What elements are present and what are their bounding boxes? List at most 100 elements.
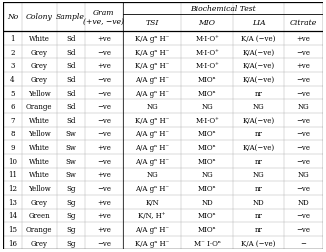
Text: White: White — [29, 157, 50, 165]
Text: M·I·O⁺: M·I·O⁺ — [195, 48, 219, 56]
Text: Grey: Grey — [31, 239, 48, 247]
Text: Sample: Sample — [56, 13, 85, 21]
Text: ND: ND — [298, 198, 309, 206]
Text: M·I·O⁺: M·I·O⁺ — [195, 116, 219, 124]
Text: 14: 14 — [8, 211, 17, 219]
Text: Sg: Sg — [66, 225, 75, 233]
Text: LIA: LIA — [252, 19, 265, 27]
Text: K/A gⁿ H⁻: K/A gⁿ H⁻ — [135, 48, 170, 56]
Text: −ve: −ve — [97, 239, 111, 247]
Text: K/N: K/N — [145, 198, 159, 206]
Text: A/A gⁿ H⁻: A/A gⁿ H⁻ — [135, 144, 169, 151]
Text: Grey: Grey — [31, 76, 48, 84]
Text: A/A gⁿ H⁻: A/A gⁿ H⁻ — [135, 225, 169, 233]
Text: NG: NG — [253, 171, 264, 179]
Text: Grey: Grey — [31, 62, 48, 70]
Text: K/A gⁿ H⁻: K/A gⁿ H⁻ — [135, 62, 170, 70]
Text: 16: 16 — [8, 239, 17, 247]
Text: nr: nr — [255, 225, 263, 233]
Text: MIO: MIO — [199, 19, 215, 27]
Text: +ve: +ve — [97, 211, 111, 219]
Text: Yellow: Yellow — [28, 184, 51, 192]
Text: 6: 6 — [10, 103, 15, 111]
Text: Sw: Sw — [65, 130, 76, 138]
Text: Citrate: Citrate — [290, 19, 317, 27]
Text: 15: 15 — [8, 225, 17, 233]
Text: NG: NG — [201, 171, 213, 179]
Text: +ve: +ve — [97, 198, 111, 206]
Text: Sd: Sd — [66, 76, 75, 84]
Text: Gram
(+ve, −ve): Gram (+ve, −ve) — [83, 9, 125, 26]
Text: MIOⁿ: MIOⁿ — [198, 89, 216, 97]
Text: −ve: −ve — [297, 184, 311, 192]
Text: MIOⁿ: MIOⁿ — [198, 157, 216, 165]
Text: Sg: Sg — [66, 184, 75, 192]
Text: −ve: −ve — [97, 116, 111, 124]
Text: Sd: Sd — [66, 89, 75, 97]
Text: M⁻ I·Oⁿ: M⁻ I·Oⁿ — [194, 239, 220, 247]
Text: −ve: −ve — [97, 103, 111, 111]
Text: 7: 7 — [10, 116, 15, 124]
Text: −ve: −ve — [297, 76, 311, 84]
Text: A/A gⁿ H⁻: A/A gⁿ H⁻ — [135, 89, 169, 97]
Text: 10: 10 — [8, 157, 17, 165]
Text: M·I·O⁺: M·I·O⁺ — [195, 35, 219, 43]
Text: +ve: +ve — [97, 225, 111, 233]
Text: MIOⁿ: MIOⁿ — [198, 184, 216, 192]
Text: A/A gⁿ H⁻: A/A gⁿ H⁻ — [135, 184, 169, 192]
Text: nr: nr — [255, 157, 263, 165]
Text: nr: nr — [255, 211, 263, 219]
Text: ND: ND — [253, 198, 264, 206]
Text: NG: NG — [298, 171, 309, 179]
Text: Biochemical Test: Biochemical Test — [190, 5, 256, 13]
Text: K/A (−ve): K/A (−ve) — [242, 239, 276, 247]
Text: NG: NG — [146, 171, 158, 179]
Text: Yellow: Yellow — [28, 130, 51, 138]
Text: Sw: Sw — [65, 157, 76, 165]
Text: MIOⁿ: MIOⁿ — [198, 225, 216, 233]
Text: A/A gⁿ H⁻: A/A gⁿ H⁻ — [135, 157, 169, 165]
Text: 4: 4 — [10, 76, 15, 84]
Text: Colony: Colony — [26, 13, 52, 21]
Text: Sd: Sd — [66, 48, 75, 56]
Text: +ve: +ve — [97, 144, 111, 151]
Text: Sg: Sg — [66, 211, 75, 219]
Text: K/A (−ve): K/A (−ve) — [242, 35, 276, 43]
Text: −ve: −ve — [297, 157, 311, 165]
Text: +ve: +ve — [97, 171, 111, 179]
Text: K/A(−ve): K/A(−ve) — [243, 62, 275, 70]
Text: Green: Green — [28, 211, 50, 219]
Text: Grey: Grey — [31, 198, 48, 206]
Text: NG: NG — [253, 103, 264, 111]
Text: −ve: −ve — [97, 157, 111, 165]
Text: −ve: −ve — [297, 144, 311, 151]
Text: 12: 12 — [8, 184, 17, 192]
Text: MIOⁿ: MIOⁿ — [198, 144, 216, 151]
Text: 5: 5 — [10, 89, 15, 97]
Text: −: − — [301, 239, 306, 247]
Text: MIOⁿ: MIOⁿ — [198, 211, 216, 219]
Text: Sd: Sd — [66, 103, 75, 111]
Text: −ve: −ve — [97, 184, 111, 192]
Text: TSI: TSI — [145, 19, 159, 27]
Text: Sd: Sd — [66, 62, 75, 70]
Text: −ve: −ve — [297, 89, 311, 97]
Text: −ve: −ve — [97, 48, 111, 56]
Text: K/A(−ve): K/A(−ve) — [243, 48, 275, 56]
Text: M·I·O⁺: M·I·O⁺ — [195, 62, 219, 70]
Text: White: White — [29, 144, 50, 151]
Text: +ve: +ve — [97, 62, 111, 70]
Text: 13: 13 — [8, 198, 17, 206]
Text: −ve: −ve — [297, 130, 311, 138]
Text: Sd: Sd — [66, 116, 75, 124]
Text: 1: 1 — [10, 35, 15, 43]
Text: A/A gⁿ H⁻: A/A gⁿ H⁻ — [135, 130, 169, 138]
Text: Yellow: Yellow — [28, 89, 51, 97]
Text: K/A gⁿ H⁻: K/A gⁿ H⁻ — [135, 239, 170, 247]
Text: A/A gⁿ H⁻: A/A gⁿ H⁻ — [135, 76, 169, 84]
Text: +ve: +ve — [97, 35, 111, 43]
Text: −ve: −ve — [297, 225, 311, 233]
Text: K/A(−ve): K/A(−ve) — [243, 116, 275, 124]
Text: −ve: −ve — [97, 130, 111, 138]
Text: nr: nr — [255, 184, 263, 192]
